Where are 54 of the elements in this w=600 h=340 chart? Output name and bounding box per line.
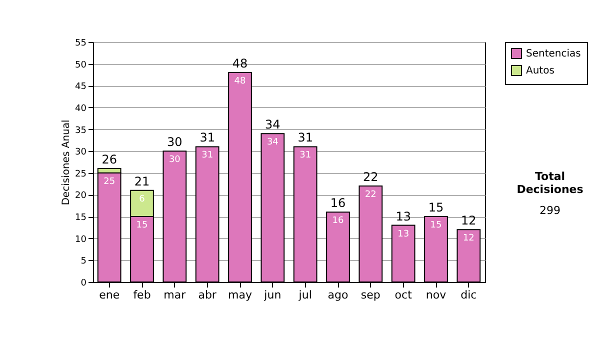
total-label: 13 <box>396 209 411 224</box>
y-tick-label: 30 <box>75 148 87 158</box>
text: 299 <box>538 204 562 217</box>
y-tick-label: 0 <box>80 278 87 288</box>
total-label: 12 <box>461 214 476 228</box>
total-label: 30 <box>167 135 182 150</box>
x-tick-label: jun <box>263 288 282 302</box>
data-label: 15 <box>136 220 148 231</box>
total-label: 31 <box>298 130 313 145</box>
data-label: 48 <box>234 76 246 87</box>
data-label: 22 <box>364 190 376 200</box>
total-label: 34 <box>265 118 280 132</box>
y-tick-label: 25 <box>75 169 86 180</box>
legend-label: Sentencias <box>526 48 581 60</box>
x-tick-label: abr <box>198 288 217 302</box>
x-tick-label: oct <box>394 288 413 302</box>
y-tick-label: 20 <box>75 191 87 202</box>
total-label: 31 <box>200 130 215 145</box>
y-axis-title: Decisiones Anual <box>61 120 72 206</box>
text: Total Decisiones <box>516 170 584 196</box>
data-label: 6 <box>139 194 146 204</box>
data-label: 31 <box>202 150 214 161</box>
x-tick-label: sep <box>360 288 380 302</box>
data-label: 12 <box>462 234 474 244</box>
data-label: 13 <box>398 229 410 240</box>
x-tick-label: feb <box>133 288 151 302</box>
x-tick-label: nov <box>426 288 447 302</box>
legend-label: Autos <box>526 66 554 76</box>
data-label: 30 <box>168 155 181 166</box>
total-label: 22 <box>363 170 378 184</box>
data-label: 16 <box>332 216 344 226</box>
y-tick-label: 5 <box>80 256 86 267</box>
x-tick-label: jul <box>298 288 312 302</box>
y-tick-label: 40 <box>75 104 87 114</box>
y-tick-label: 55 <box>75 38 86 48</box>
total-label: 26 <box>102 152 117 167</box>
x-tick-label: ago <box>328 288 348 302</box>
y-tick-label: 50 <box>75 60 87 70</box>
data-label: 34 <box>266 138 279 148</box>
data-label: 15 <box>430 220 442 231</box>
total-label: 48 <box>232 56 248 71</box>
total-label: 15 <box>428 200 444 215</box>
total-label: 16 <box>330 196 346 210</box>
total-label: 21 <box>134 174 150 188</box>
x-tick-label: dic <box>460 288 477 302</box>
y-tick-label: 10 <box>75 234 87 245</box>
y-tick-label: 15 <box>75 213 86 224</box>
y-tick-label: 45 <box>75 82 86 92</box>
y-tick-label: 35 <box>75 126 86 136</box>
x-tick-label: mar <box>164 288 186 302</box>
x-tick-label: may <box>228 288 252 302</box>
data-label: 31 <box>300 150 312 161</box>
data-label: 25 <box>104 176 116 187</box>
x-tick-label: ene <box>99 288 120 302</box>
